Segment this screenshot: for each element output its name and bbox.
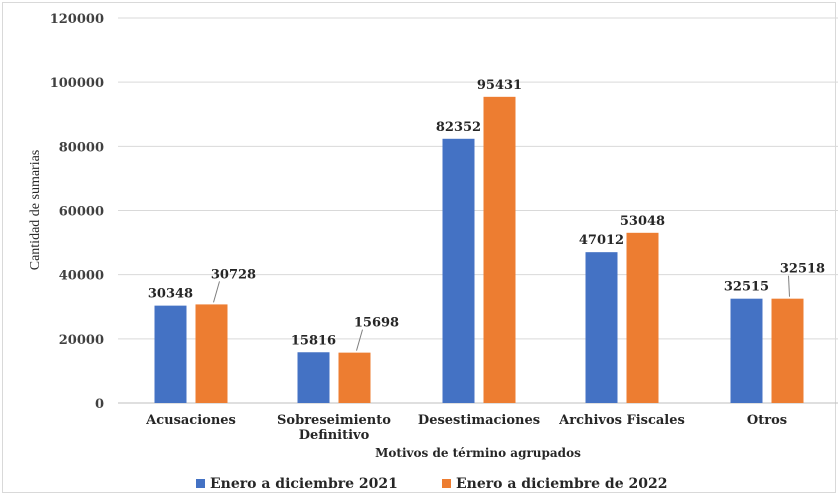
y-axis-title: Cantidad de sumarias xyxy=(28,150,43,271)
bar-2022 xyxy=(626,232,659,403)
bar-2021 xyxy=(585,252,618,403)
bar-2022 xyxy=(195,304,228,403)
leader-line xyxy=(213,281,220,303)
bar-2022 xyxy=(483,96,516,404)
x-tick-label: Desestimaciones xyxy=(418,413,540,428)
bar-2021 xyxy=(442,138,475,403)
data-label: 95431 xyxy=(477,78,522,93)
data-label: 32515 xyxy=(724,280,769,295)
y-tick-label: 100000 xyxy=(50,76,104,91)
bar-2021 xyxy=(730,298,763,403)
data-label: 32518 xyxy=(780,262,825,277)
bar-2022 xyxy=(338,352,371,403)
data-label: 30728 xyxy=(211,267,256,282)
x-tick-label: Acusaciones xyxy=(145,413,236,428)
y-tick-label: 20000 xyxy=(59,333,104,348)
legend-swatch xyxy=(442,479,451,488)
leader-line xyxy=(356,329,363,351)
x-tick-label: Archivos Fiscales xyxy=(558,413,685,428)
bar-2021 xyxy=(154,305,187,403)
leader-line xyxy=(788,275,790,297)
y-tick-label: 120000 xyxy=(50,12,104,27)
data-label: 15698 xyxy=(354,316,399,331)
y-tick-label: 60000 xyxy=(59,205,104,220)
y-tick-label: 40000 xyxy=(59,269,104,284)
bar-2021 xyxy=(297,352,330,403)
x-axis-title: Motivos de término agrupados xyxy=(375,446,581,460)
y-tick-label: 80000 xyxy=(59,140,104,155)
legend-label: Enero a diciembre 2021 xyxy=(210,476,398,492)
x-tick-label: Otros xyxy=(747,413,787,428)
data-label: 82352 xyxy=(436,120,481,135)
legend-swatch xyxy=(196,479,205,488)
legend-label: Enero a diciembre de 2022 xyxy=(456,476,667,492)
data-label: 30348 xyxy=(148,287,193,302)
data-label: 53048 xyxy=(620,214,665,229)
data-label: 47012 xyxy=(579,233,624,248)
x-tick-label: Definitivo xyxy=(299,428,370,443)
bar-2022 xyxy=(771,298,804,403)
data-label: 15816 xyxy=(291,333,336,348)
y-tick-label: 0 xyxy=(95,397,104,412)
x-tick-label: Sobreseimiento xyxy=(277,413,391,428)
